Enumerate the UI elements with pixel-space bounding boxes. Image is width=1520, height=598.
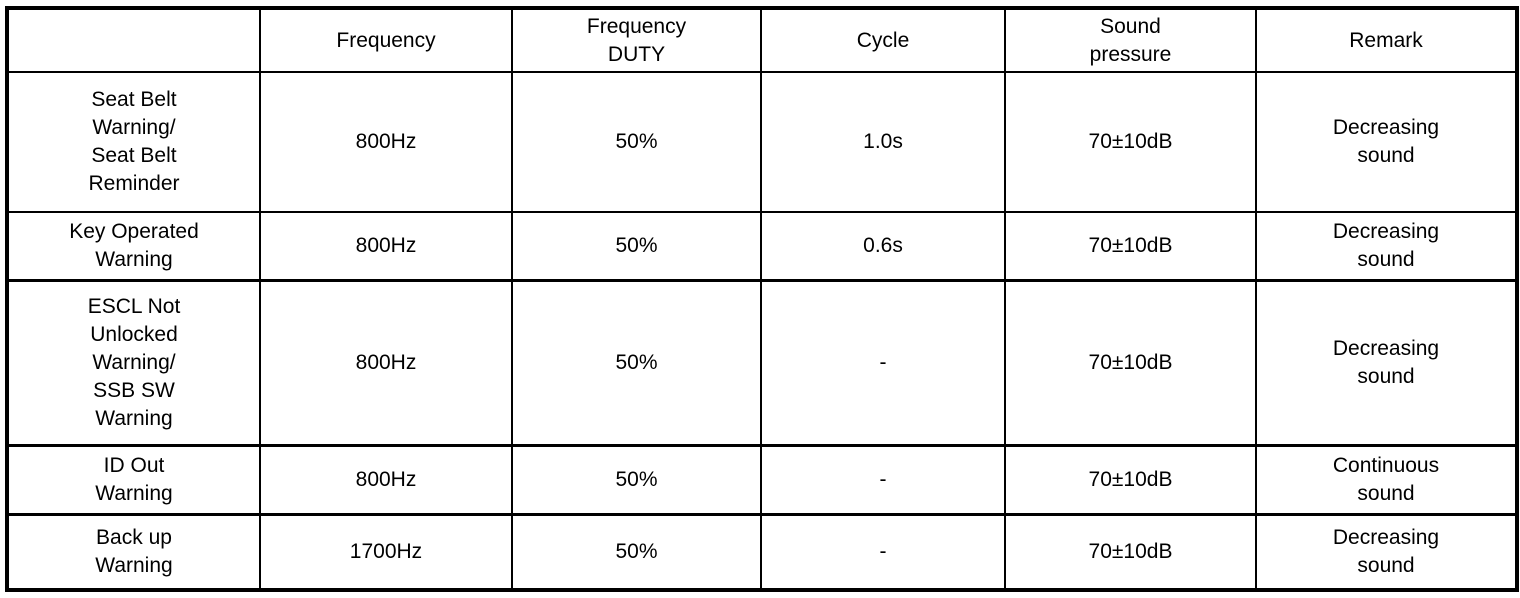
cell-remark: Decreasing sound	[1255, 279, 1518, 447]
cell-sound-pressure: 70±10dB	[1004, 279, 1257, 447]
table-row-id-out-warning: ID Out Warning 800Hz 50% - 70±10dB Conti…	[6, 444, 1518, 516]
cell-warning-name: Back up Warning	[6, 513, 261, 591]
table-row-key-operated-warning: Key Operated Warning 800Hz 50% 0.6s 70±1…	[6, 211, 1518, 282]
cell-warning-name: ESCL Not Unlocked Warning/ SSB SW Warnin…	[6, 279, 261, 447]
cell-cycle: -	[760, 444, 1006, 516]
cell-frequency-duty: 50%	[511, 444, 762, 516]
cell-sound-pressure: 70±10dB	[1004, 513, 1257, 591]
cell-warning-name: ID Out Warning	[6, 444, 261, 516]
cell-warning-name: Seat Belt Warning/ Seat Belt Reminder	[6, 71, 261, 213]
warning-buzzer-spec-table: Frequency Frequency DUTY Cycle Sound pre…	[5, 6, 1519, 592]
cell-sound-pressure: 70±10dB	[1004, 71, 1257, 213]
cell-frequency: 800Hz	[259, 279, 513, 447]
header-cell-cycle: Cycle	[760, 7, 1006, 73]
cell-frequency-duty: 50%	[511, 279, 762, 447]
cell-frequency: 800Hz	[259, 444, 513, 516]
cell-frequency: 800Hz	[259, 211, 513, 282]
cell-cycle: 1.0s	[760, 71, 1006, 213]
cell-remark: Continuous sound	[1255, 444, 1518, 516]
header-cell-frequency-duty: Frequency DUTY	[511, 7, 762, 73]
cell-sound-pressure: 70±10dB	[1004, 444, 1257, 516]
cell-cycle: 0.6s	[760, 211, 1006, 282]
table-row-seat-belt-warning: Seat Belt Warning/ Seat Belt Reminder 80…	[6, 71, 1518, 213]
cell-cycle: -	[760, 279, 1006, 447]
table-row-back-up-warning: Back up Warning 1700Hz 50% - 70±10dB Dec…	[6, 513, 1518, 591]
header-cell-row-label	[6, 7, 261, 73]
cell-cycle: -	[760, 513, 1006, 591]
header-cell-remark: Remark	[1255, 7, 1518, 73]
table-row-escl-not-unlocked-warning: ESCL Not Unlocked Warning/ SSB SW Warnin…	[6, 279, 1518, 447]
cell-sound-pressure: 70±10dB	[1004, 211, 1257, 282]
cell-remark: Decreasing sound	[1255, 71, 1518, 213]
cell-frequency-duty: 50%	[511, 71, 762, 213]
cell-frequency-duty: 50%	[511, 211, 762, 282]
cell-warning-name: Key Operated Warning	[6, 211, 261, 282]
header-cell-sound-pressure: Sound pressure	[1004, 7, 1257, 73]
cell-frequency: 1700Hz	[259, 513, 513, 591]
cell-frequency-duty: 50%	[511, 513, 762, 591]
cell-remark: Decreasing sound	[1255, 211, 1518, 282]
header-cell-frequency: Frequency	[259, 7, 513, 73]
cell-frequency: 800Hz	[259, 71, 513, 213]
table-header-row: Frequency Frequency DUTY Cycle Sound pre…	[6, 7, 1518, 73]
cell-remark: Decreasing sound	[1255, 513, 1518, 591]
